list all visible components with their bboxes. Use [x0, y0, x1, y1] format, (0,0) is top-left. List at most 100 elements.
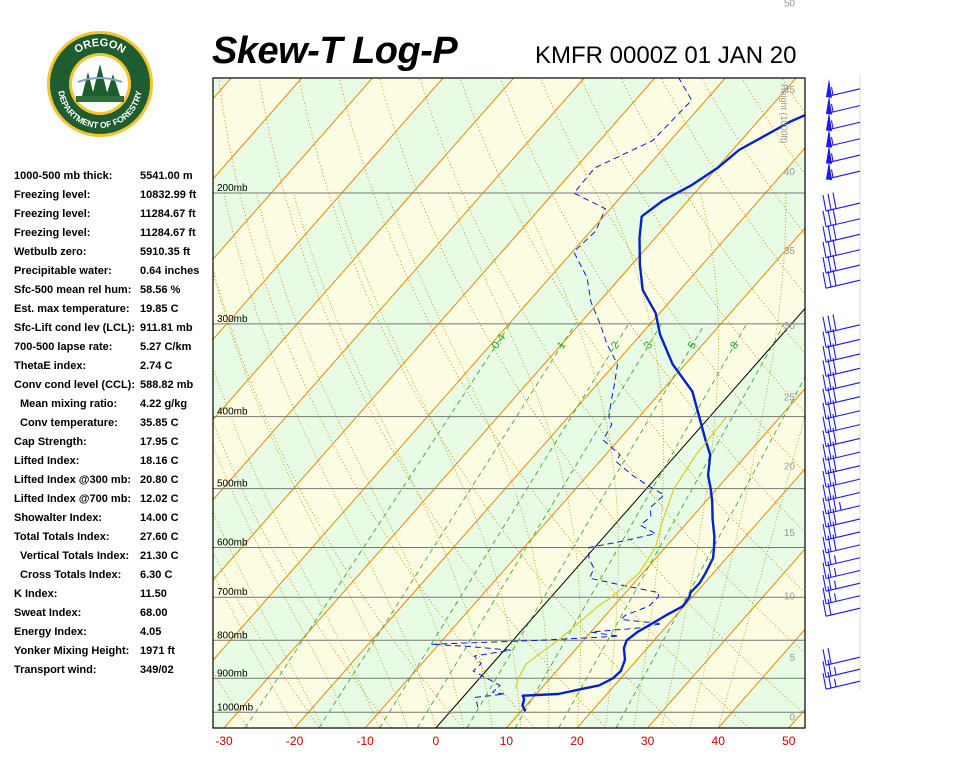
index-value: 17.95 C [140, 436, 179, 448]
index-value: 1971 ft [140, 645, 175, 657]
height-tick-label: 10 [784, 592, 796, 603]
wind-barb [825, 145, 861, 165]
wind-barb-shaft [825, 233, 861, 243]
dry-adiabat [258, 78, 607, 728]
index-value: 5541.00 m [140, 170, 193, 182]
dry-adiabat [213, 420, 392, 728]
wind-barb-shaft [825, 410, 861, 420]
index-row: Conv cond level (CCL): 588.82 mb [14, 377, 214, 396]
wind-barb [822, 239, 861, 259]
mixing-ratio-line [466, 323, 706, 728]
mixing-ratio-label: 8 [728, 340, 741, 352]
wind-barb-full [827, 535, 832, 552]
wind-barb-full [827, 671, 832, 689]
temperature-profile [521, 113, 805, 712]
index-label: Est. max temperature: [14, 303, 130, 315]
wind-barb-full [827, 330, 832, 347]
index-row: Wetbulb zero: 5910.35 ft [14, 244, 214, 263]
isotherm-line [213, 78, 585, 501]
index-row: Freezing level: 11284.67 ft [14, 206, 214, 225]
index-value: 18.16 C [140, 455, 179, 467]
mixing-ratio-line [615, 376, 805, 728]
index-value: 10832.99 ft [140, 189, 197, 201]
pressure-label: 500mb [217, 479, 248, 490]
parcel-profile [514, 416, 728, 689]
wind-barb-full [822, 457, 827, 474]
chart-title: Skew-T Log-P [212, 30, 458, 72]
wind-barb-full [827, 598, 832, 616]
wind-barb-full [822, 471, 827, 488]
index-row: K Index: 11.50 [14, 586, 214, 605]
isotherm-line [213, 78, 726, 662]
wind-barb-flag [826, 112, 832, 132]
index-row: Sfc-Lift cond lev (LCL): 911.81 mb [14, 320, 214, 339]
wind-barb [822, 208, 861, 228]
index-row: ThetaE index: 2.74 C [14, 358, 214, 377]
index-value: 0.64 inches [140, 265, 200, 277]
dry-adiabat [903, 78, 960, 728]
wind-barb-full [822, 374, 827, 391]
wind-barb [822, 223, 861, 243]
index-row: 1000-500 mb thick: 5541.00 m [14, 168, 214, 187]
wind-barb-shaft [825, 338, 861, 348]
wind-barb-flag [826, 145, 832, 165]
index-label: Energy Index: [14, 626, 87, 638]
index-value: 6.30 C [140, 569, 173, 581]
index-label: Showalter Index: [14, 512, 103, 524]
pressure-label: 400mb [217, 407, 248, 418]
wind-barb [822, 441, 861, 461]
index-label: 700-500 lapse rate: [14, 341, 113, 353]
wind-barb-shaft [825, 505, 861, 515]
isotherm-line [0, 78, 19, 728]
wind-barb-full [827, 647, 832, 665]
index-value: 5.27 C/km [140, 341, 192, 353]
index-row: Est. max temperature: 19.85 C [14, 301, 214, 320]
index-row: Lifted Index: 18.16 C [14, 453, 214, 472]
index-value: 5910.35 ft [140, 246, 191, 258]
x-tick-label: 10 [500, 734, 514, 748]
wind-barb-full [827, 659, 832, 677]
wind-barb-full [832, 495, 837, 512]
wind-barb-shaft [825, 218, 861, 228]
index-label: Sweat Index: [14, 607, 82, 619]
wind-barb [822, 548, 861, 567]
index-label: Sfc-500 mean rel hum: [14, 284, 132, 296]
x-tick-label: 40 [712, 734, 726, 748]
isotherm-line [213, 78, 656, 581]
height-tick-label: 25 [784, 393, 796, 404]
wind-barb-half [833, 666, 837, 675]
wind-barb-half [838, 502, 842, 511]
oregon-department-of-forestry-logo: OREGON DEPARTMENT OF FORESTRY [47, 31, 153, 137]
wind-barb-shaft [825, 531, 861, 541]
isotherm-band [0, 78, 90, 728]
isotherm-line [213, 78, 514, 421]
wind-barb [822, 328, 861, 348]
wind-barb-shaft [825, 582, 861, 592]
index-label: Total Totals Index: [14, 531, 110, 543]
wind-barb-full [822, 649, 827, 666]
wind-barb-full [822, 316, 827, 333]
isotherm-line [213, 78, 373, 260]
pressure-label: 200mb [217, 183, 248, 194]
height-tick-label: 35 [784, 246, 796, 257]
wind-barb-flag [826, 95, 832, 115]
moist-adiabat [223, 193, 437, 728]
wind-barb-full [827, 225, 832, 242]
isotherm-line [223, 78, 797, 728]
wind-barb-full [822, 360, 827, 377]
wind-barb-full [832, 254, 837, 271]
index-row: Cap Strength: 17.95 C [14, 434, 214, 453]
mixing-ratio-line [416, 323, 662, 728]
wind-barb-shaft [825, 154, 861, 164]
isotherm-line [213, 78, 232, 100]
wind-barb [825, 161, 861, 181]
wind-barb-half [830, 136, 834, 146]
isotherm-band [213, 78, 796, 728]
wind-barb-half [830, 103, 834, 113]
wind-barb [822, 495, 861, 515]
isotherm-line [364, 227, 805, 728]
wind-barb-flag [826, 161, 832, 181]
wind-barb-half [830, 169, 834, 178]
wind-barb-half [833, 678, 837, 687]
logo-text-top: OREGON [72, 37, 127, 56]
